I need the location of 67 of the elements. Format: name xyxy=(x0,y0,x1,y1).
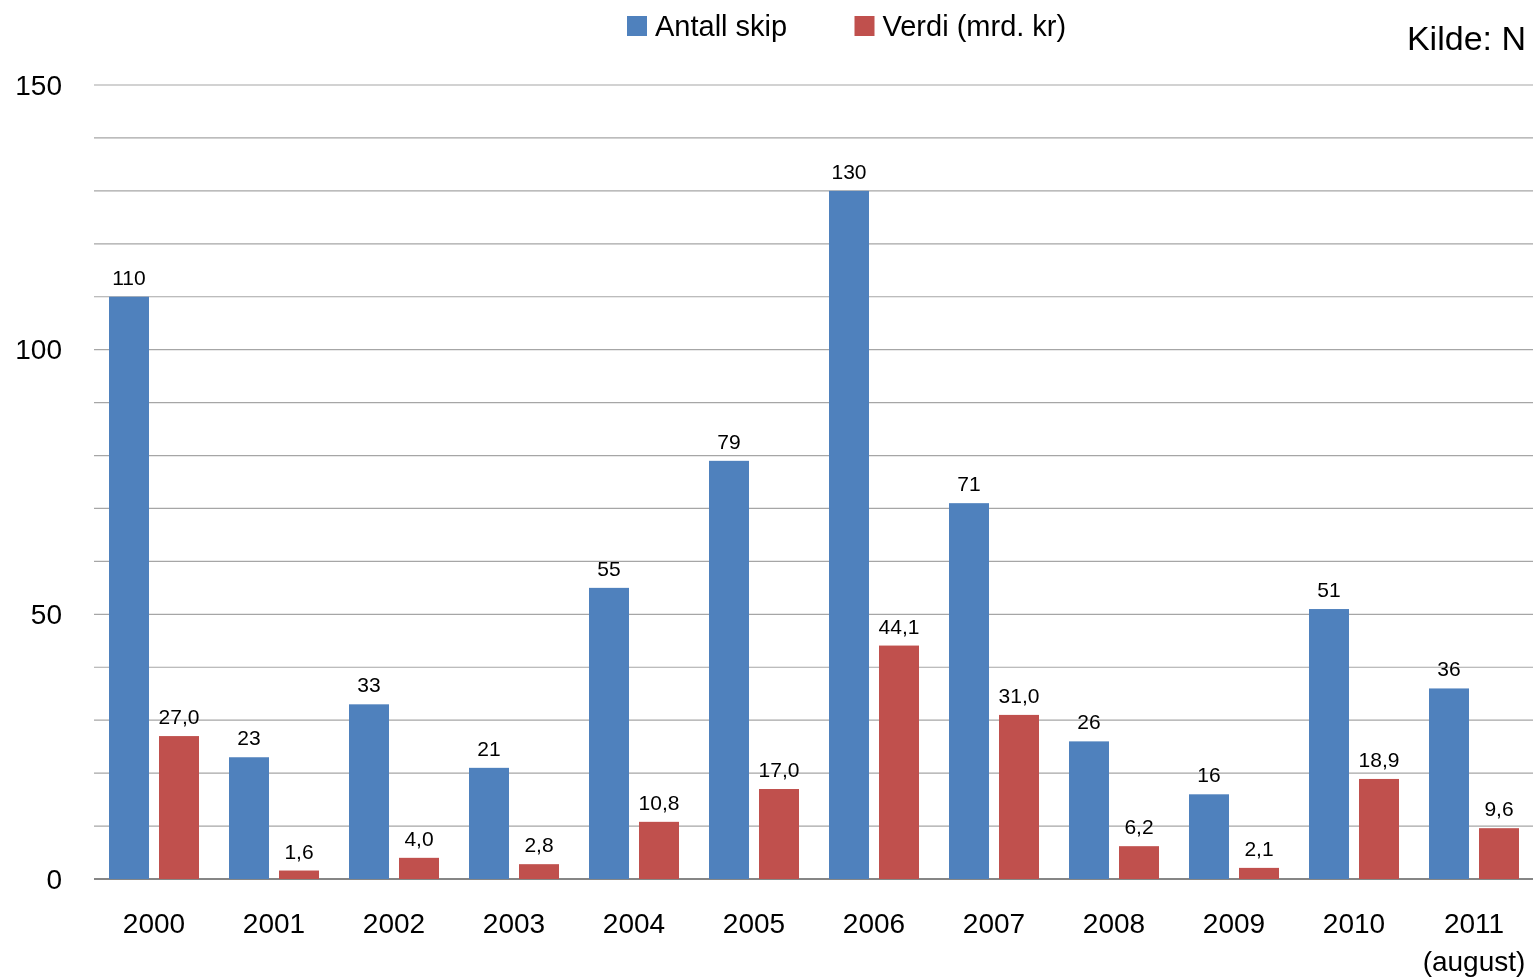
bar xyxy=(589,587,629,879)
bar xyxy=(519,864,559,879)
data-label: 16 xyxy=(1197,763,1221,787)
x-tick-label: 2006 xyxy=(842,908,906,939)
bar xyxy=(1119,846,1159,879)
legend-label: Antall skip xyxy=(655,10,788,43)
data-label: 31,0 xyxy=(998,683,1040,707)
bar xyxy=(1359,778,1399,879)
bar xyxy=(1429,688,1469,879)
bar xyxy=(279,870,319,879)
bar xyxy=(949,503,989,879)
data-label: 9,6 xyxy=(1484,797,1514,821)
data-label: 23 xyxy=(237,726,261,750)
x-tick-label: 2004 xyxy=(602,908,666,939)
x-tick-label: 2005 xyxy=(722,908,786,939)
bar xyxy=(109,296,149,879)
x-tick-label: 2009 xyxy=(1202,908,1266,939)
bar xyxy=(1239,867,1279,879)
data-label: 130 xyxy=(831,159,867,183)
bar xyxy=(829,190,869,879)
bar xyxy=(469,767,509,879)
x-tick-label: 2010 xyxy=(1322,908,1386,939)
y-tick-label: 100 xyxy=(15,334,62,366)
bar xyxy=(759,789,799,879)
data-label: 36 xyxy=(1437,657,1461,681)
bar xyxy=(1189,794,1229,879)
text: Kilde: N xyxy=(1406,18,1526,57)
data-label: 1,6 xyxy=(284,839,314,863)
bar xyxy=(159,736,199,879)
x-tick-label: 2000 xyxy=(122,908,186,939)
x-tick-label: 2003 xyxy=(482,908,546,939)
data-label: 110 xyxy=(112,265,146,289)
x-tick-label: 2008 xyxy=(1082,908,1146,939)
data-label: 44,1 xyxy=(878,614,920,638)
x-tick-label: 2011 (august) xyxy=(1422,908,1526,977)
x-tick-label: 2002 xyxy=(362,908,426,939)
x-tick-label: 2001 xyxy=(242,908,306,939)
legend-label: Verdi (mrd. kr) xyxy=(882,10,1067,43)
bar xyxy=(229,757,269,879)
bar xyxy=(639,821,679,879)
data-label: 71 xyxy=(957,472,981,496)
data-label: 51 xyxy=(1317,578,1341,602)
data-label: 55 xyxy=(597,556,621,580)
data-label: 2,8 xyxy=(524,833,554,857)
bar xyxy=(349,704,389,879)
data-label: 79 xyxy=(717,429,741,453)
x-tick-label: 2007 xyxy=(962,908,1026,939)
data-label: 17,0 xyxy=(758,758,800,782)
data-label: 33 xyxy=(357,673,381,697)
bar xyxy=(1069,741,1109,879)
data-label: 6,2 xyxy=(1124,815,1154,839)
bar xyxy=(709,460,749,879)
data-label: 26 xyxy=(1077,710,1101,734)
bar xyxy=(999,714,1039,879)
y-tick-label: 0 xyxy=(46,863,62,895)
data-label: 4,0 xyxy=(404,826,434,850)
bar xyxy=(1479,828,1519,879)
bar xyxy=(1309,609,1349,879)
data-label: 27,0 xyxy=(158,705,200,729)
data-label: 21 xyxy=(477,736,501,760)
bar xyxy=(399,857,439,879)
data-label: 18,9 xyxy=(1358,747,1400,771)
data-label: 10,8 xyxy=(638,790,680,814)
bar xyxy=(879,645,919,879)
data-label: 2,1 xyxy=(1244,836,1274,860)
y-tick-label: 150 xyxy=(15,69,62,101)
y-tick-label: 50 xyxy=(30,599,62,631)
